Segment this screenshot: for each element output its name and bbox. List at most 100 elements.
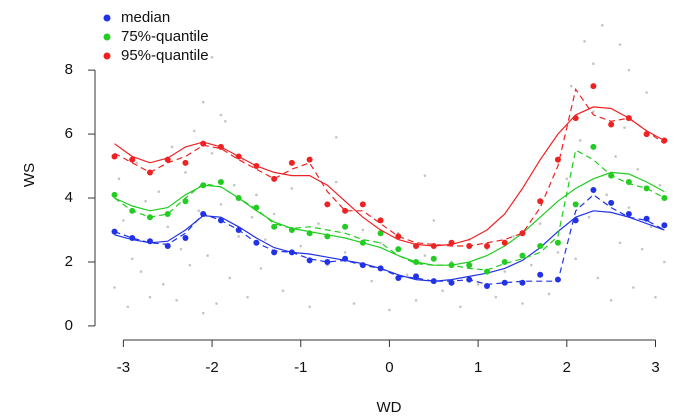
point: [572, 201, 579, 208]
cloud-point: [632, 286, 635, 289]
y-tick-label: 8: [65, 61, 73, 78]
point: [324, 233, 331, 240]
cloud-point: [259, 267, 263, 270]
cloud-point: [587, 215, 591, 219]
point: [324, 201, 331, 208]
point: [395, 274, 402, 281]
cloud-point: [583, 40, 586, 43]
point: [625, 211, 632, 218]
point: [537, 198, 544, 205]
cloud-point: [423, 174, 427, 177]
point: [306, 257, 313, 264]
smooth-line: [114, 106, 665, 247]
cloud-point: [224, 119, 227, 123]
x-tick-label: -2: [205, 359, 218, 376]
legend-marker: [103, 52, 111, 60]
point: [200, 211, 207, 218]
cloud-point: [503, 270, 507, 273]
point: [182, 159, 189, 166]
y-tick-label: 0: [65, 317, 73, 334]
cloud-point: [290, 187, 294, 190]
cloud-point: [255, 193, 258, 197]
cloud-point: [627, 68, 631, 72]
cloud-point: [193, 33, 196, 37]
cloud-point: [334, 135, 338, 139]
point: [359, 239, 366, 246]
point: [129, 156, 136, 163]
cloud-point: [618, 43, 622, 46]
x-tick-label: -1: [294, 359, 307, 376]
cloud-point: [219, 203, 223, 206]
point: [235, 195, 242, 202]
cloud-point: [609, 299, 613, 302]
cloud-point: [193, 129, 196, 133]
point: [519, 279, 526, 286]
cloud-point: [135, 161, 138, 165]
legend-marker: [103, 33, 111, 41]
point: [537, 271, 544, 278]
cloud-point: [210, 151, 214, 155]
point: [448, 279, 455, 286]
cloud-point: [405, 273, 409, 277]
point: [359, 201, 366, 208]
point: [377, 230, 384, 237]
point: [661, 222, 668, 229]
y-tick-label: 4: [65, 189, 73, 206]
cloud-point: [361, 228, 365, 232]
x-tick-label: 3: [651, 359, 659, 376]
cloud-point: [237, 235, 240, 238]
cloud-point: [370, 279, 373, 283]
point: [129, 234, 136, 241]
point: [306, 156, 313, 163]
cloud-point: [636, 167, 640, 171]
point: [590, 187, 597, 194]
y-axis-label: WS: [21, 163, 38, 187]
point: [235, 227, 242, 233]
legend-label: 75%-quantile: [121, 28, 209, 45]
cloud-point: [117, 177, 121, 181]
point: [342, 207, 349, 214]
point: [182, 234, 189, 241]
cloud-point: [161, 283, 165, 286]
cloud-point: [640, 247, 644, 251]
point: [661, 195, 668, 202]
cloud-point: [663, 260, 666, 264]
cloud-point: [184, 171, 187, 174]
point: [483, 242, 490, 249]
point: [164, 242, 171, 249]
point: [590, 83, 597, 90]
point: [129, 207, 136, 214]
point: [111, 228, 118, 235]
smooth-line: [114, 210, 665, 282]
cloud-point: [175, 299, 178, 302]
x-axis-label: WD: [377, 399, 402, 416]
cloud-point: [206, 254, 209, 257]
point: [377, 217, 384, 224]
point: [519, 230, 526, 237]
cloud-point: [414, 299, 418, 302]
cloud-point: [441, 289, 444, 293]
cloud-point: [228, 276, 232, 280]
point: [537, 242, 544, 249]
point: [554, 156, 561, 163]
cloud-point: [250, 215, 254, 219]
point: [625, 115, 632, 122]
cloud-point: [126, 305, 130, 309]
cloud-point: [600, 24, 604, 27]
point: [430, 242, 437, 249]
point: [235, 153, 242, 160]
cloud-point: [334, 180, 338, 184]
cloud-point: [592, 110, 595, 113]
cloud-point: [605, 193, 609, 197]
cloud-point: [423, 254, 427, 257]
cloud-point: [352, 302, 356, 305]
cloud-point: [459, 305, 462, 309]
cloud-point: [578, 139, 582, 142]
point: [608, 199, 615, 206]
cloud-point: [547, 292, 551, 296]
point: [501, 258, 508, 265]
y-tick-label: 6: [65, 125, 73, 142]
cloud-point: [130, 257, 134, 261]
dashed-line: [114, 149, 665, 271]
cloud-point: [521, 302, 524, 305]
